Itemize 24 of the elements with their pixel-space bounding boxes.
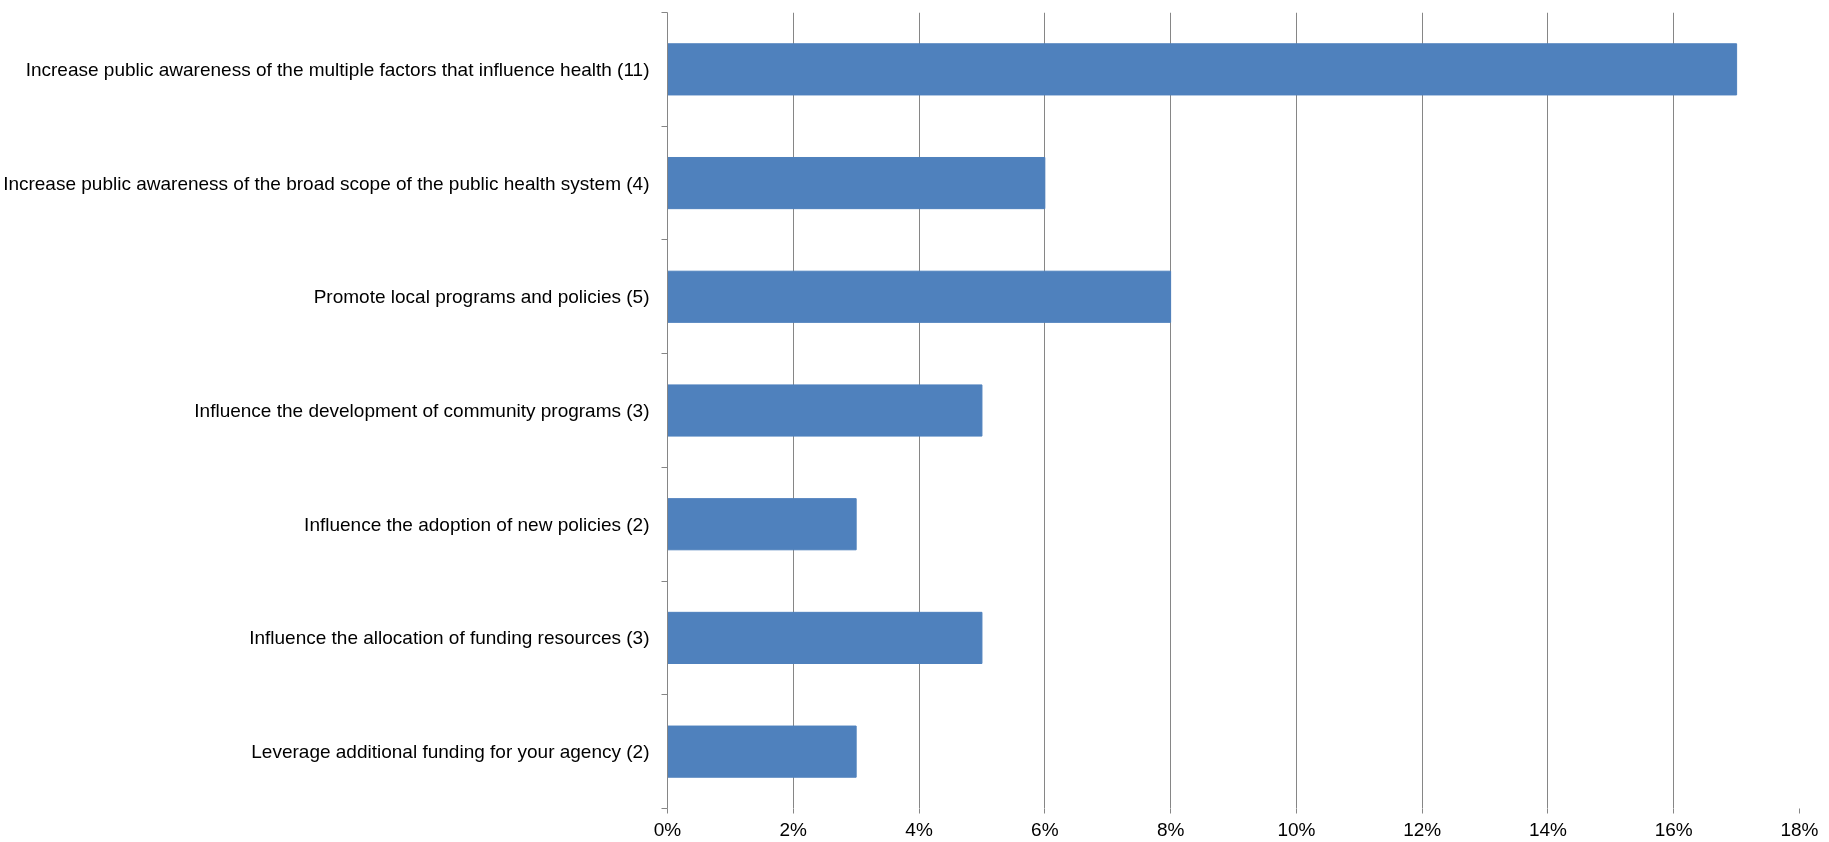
y-tick-label: Influence the allocation of funding resources (3) xyxy=(249,627,650,649)
x-tick-label: 8% xyxy=(1156,818,1185,840)
bar xyxy=(667,725,857,778)
bar xyxy=(667,156,1046,210)
x-tick-label: 12% xyxy=(1403,818,1442,840)
x-tick-label: 10% xyxy=(1277,818,1316,840)
x-tick-label: 16% xyxy=(1654,818,1693,840)
bar xyxy=(667,611,983,665)
bar xyxy=(667,270,1172,323)
x-tick-label: 18% xyxy=(1780,818,1819,840)
y-tick-label: Influence the development of community programs (3) xyxy=(194,400,650,421)
x-tick-label: 0% xyxy=(653,818,682,840)
x-tick-label: 4% xyxy=(905,818,933,840)
x-tick-label: 14% xyxy=(1528,818,1568,840)
x-tick-label: 6% xyxy=(1031,818,1059,840)
bar xyxy=(667,384,983,437)
x-tick-label: 2% xyxy=(779,818,808,840)
y-tick-label: Influence the adoption of new policies (2) xyxy=(304,513,650,535)
y-tick-label: Leverage additional funding for your agency (2) xyxy=(251,741,650,763)
bar xyxy=(667,498,857,551)
y-tick-label: Increase public awareness of the broad scope of the public health system (4) xyxy=(3,172,650,194)
y-tick-label: Increase public awareness of the multiple factors that influence health (11) xyxy=(25,58,650,80)
y-tick-label: Promote local programs and policies (5) xyxy=(313,286,650,308)
bar xyxy=(667,43,1738,96)
